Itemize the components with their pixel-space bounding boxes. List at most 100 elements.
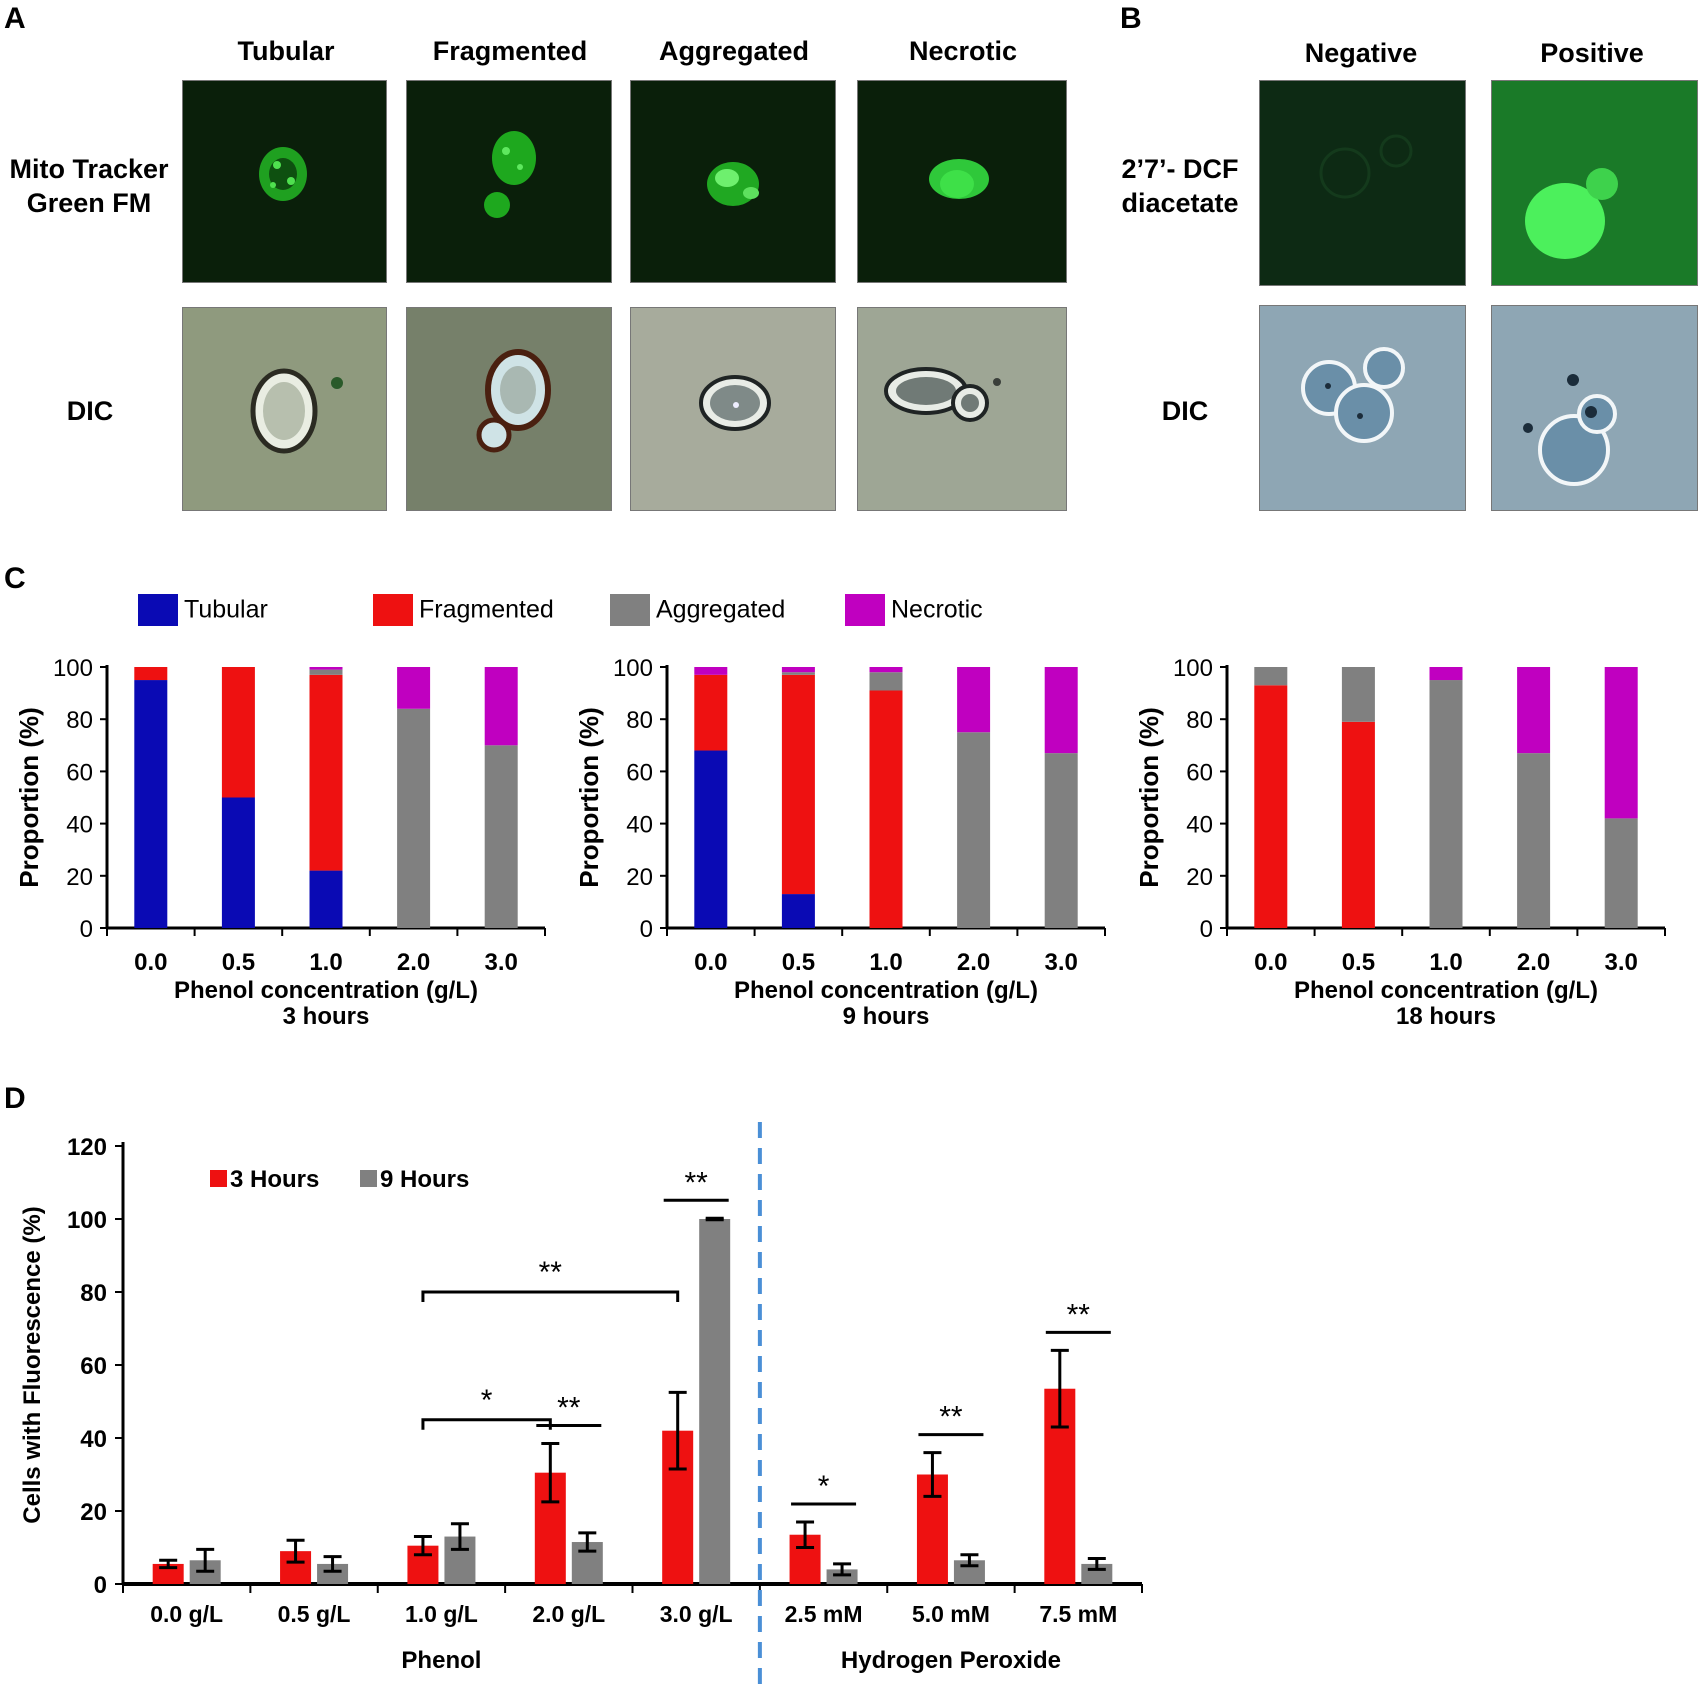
y-tick-label: 80	[626, 707, 653, 734]
panel-b-row-label-dcf: 2’7’- DCF diacetate	[1121, 154, 1239, 218]
bar-segment-aggregated	[1517, 753, 1551, 928]
x-tick-label: 3.0	[485, 949, 518, 976]
micrograph-positive-dic	[1491, 305, 1698, 511]
bar-segment-fragmented	[869, 690, 903, 928]
x-tick-label: 0.5	[1342, 949, 1375, 976]
panel-a-col-aggregated: Aggregated	[658, 36, 810, 66]
y-tick-label: 40	[80, 1426, 107, 1453]
bar-segment-tubular	[694, 750, 728, 928]
panel-b-letter: B	[1120, 2, 1142, 35]
chart-subtitle: 18 hours	[1396, 1003, 1496, 1030]
x-axis-label: Phenol concentration (g/L)	[174, 977, 478, 1004]
y-tick-label: 60	[80, 1353, 107, 1380]
panel-d-letter: D	[4, 1082, 26, 1115]
legend-swatch-necrotic	[845, 594, 885, 626]
y-axis-label: Cells with Fluorescence (%)	[19, 1206, 46, 1523]
y-tick-label: 40	[66, 812, 93, 839]
legend-swatch	[210, 1170, 227, 1187]
legend-necrotic: Necrotic	[845, 594, 983, 626]
bar-segment-fragmented	[134, 667, 168, 681]
stacked-bar-chart-18-hours: 0 20 40 60 80 100 0.0 0.5 1.0 2.0 3.0 Phenol concen…	[1134, 655, 1666, 1030]
y-tick-label: 20	[1186, 864, 1213, 891]
bar-segment-aggregated	[781, 672, 815, 675]
x-tick-label: 3.0	[1045, 949, 1078, 976]
significance-bracket	[421, 1418, 552, 1430]
x-tick-label: 0.0 g/L	[150, 1601, 223, 1627]
bar-9-hours	[699, 1219, 731, 1584]
x-tick-label: 1.0 g/L	[405, 1601, 478, 1627]
micrograph-aggregated-fluorescence	[630, 80, 836, 283]
significance-marker: *	[481, 1384, 493, 1417]
bar-segment-aggregated	[484, 745, 518, 928]
bar-segment-aggregated	[1604, 818, 1638, 928]
x-tick-label: 1.0	[869, 949, 902, 976]
x-tick-label: 0.5	[222, 949, 255, 976]
bar-segment-necrotic	[694, 667, 728, 675]
panel-a-col-fragmented: Fragmented	[432, 36, 588, 66]
legend-aggregated: Aggregated	[610, 594, 785, 626]
micrograph-aggregated-dic	[630, 307, 836, 511]
x-tick-label: 5.0 mM	[912, 1601, 990, 1627]
legend-label: 9 Hours	[380, 1166, 469, 1193]
bar-segment-necrotic	[484, 667, 518, 746]
legend-label-necrotic: Necrotic	[891, 595, 983, 624]
panel-a-col-tubular: Tubular	[237, 36, 335, 66]
bar-segment-fragmented	[781, 674, 815, 895]
bar-segment-necrotic	[1604, 667, 1638, 819]
x-axis-label: Phenol concentration (g/L)	[734, 977, 1038, 1004]
bar-segment-aggregated	[397, 708, 431, 928]
panel-b-col-negative: Negative	[1304, 38, 1418, 68]
bar-segment-fragmented	[694, 674, 728, 751]
y-tick-label: 100	[53, 655, 93, 682]
stacked-bar-chart-3-hours: 0 20 40 60 80 100 0.0 0.5 1.0 2.0 3.0 Phenol concen…	[14, 655, 546, 1030]
y-axis-label: Proportion (%)	[1134, 707, 1164, 888]
y-tick-label: 80	[1186, 707, 1213, 734]
y-tick-label: 20	[66, 864, 93, 891]
bar-segment-necrotic	[397, 667, 431, 709]
y-tick-label: 40	[1186, 812, 1213, 839]
y-tick-label: 60	[1186, 759, 1213, 786]
y-tick-label: 100	[1173, 655, 1213, 682]
micrograph-necrotic-dic	[857, 307, 1067, 511]
panel-b-col-positive: Positive	[1540, 38, 1644, 68]
bar-segment-aggregated	[1341, 667, 1375, 722]
significance-marker: **	[1067, 1298, 1091, 1331]
bar-segment-tubular	[309, 870, 343, 928]
group-label: Phenol	[401, 1647, 481, 1674]
x-tick-label: 0.0	[134, 949, 167, 976]
bar-segment-aggregated	[309, 669, 343, 675]
bar-segment-necrotic	[957, 667, 991, 733]
bar-segment-aggregated	[1044, 753, 1078, 928]
y-tick-label: 80	[80, 1280, 107, 1307]
panel-a-letter: A	[4, 2, 26, 35]
bar-segment-necrotic	[1044, 667, 1078, 754]
bar-segment-aggregated	[1429, 680, 1463, 928]
y-tick-label: 40	[626, 812, 653, 839]
chart-subtitle: 9 hours	[843, 1003, 930, 1030]
x-tick-label: 0.0	[1254, 949, 1287, 976]
legend-tubular: Tubular	[138, 594, 268, 626]
bar-segment-fragmented	[221, 667, 255, 798]
bar-segment-necrotic	[1517, 667, 1551, 754]
bar-segment-tubular	[134, 680, 168, 928]
micrograph-fragmented-fluorescence	[406, 80, 612, 283]
x-tick-label: 2.0	[1517, 949, 1550, 976]
bar-9-hours	[826, 1569, 858, 1584]
bar-segment-necrotic	[309, 667, 343, 670]
significance-marker: **	[539, 1256, 563, 1289]
panel-b-row-label-dic: DIC	[1161, 396, 1209, 426]
significance-marker: **	[939, 1401, 963, 1434]
chart-subtitle: 3 hours	[283, 1003, 370, 1030]
bar-9-hours	[317, 1563, 349, 1584]
y-tick-label: 60	[626, 759, 653, 786]
x-tick-label: 2.0 g/L	[532, 1601, 605, 1627]
legend-label-tubular: Tubular	[184, 595, 268, 624]
micrograph-necrotic-fluorescence	[857, 80, 1067, 283]
significance-bracket	[421, 1290, 680, 1302]
micrograph-tubular-fluorescence	[182, 80, 387, 283]
stacked-bar-chart-9-hours: 0 20 40 60 80 100 0.0 0.5 1.0 2.0 3.0 Phenol concen…	[574, 655, 1106, 1030]
fluorescence-bar-chart: 0 20 40 60 80 100 120 0.0 g/L 0.5 g/L 1.0 g/L 2.0 …	[19, 1122, 1143, 1689]
x-tick-label: 0.5 g/L	[278, 1601, 351, 1627]
bar-segment-necrotic	[1429, 667, 1463, 681]
x-tick-label: 0.0	[694, 949, 727, 976]
